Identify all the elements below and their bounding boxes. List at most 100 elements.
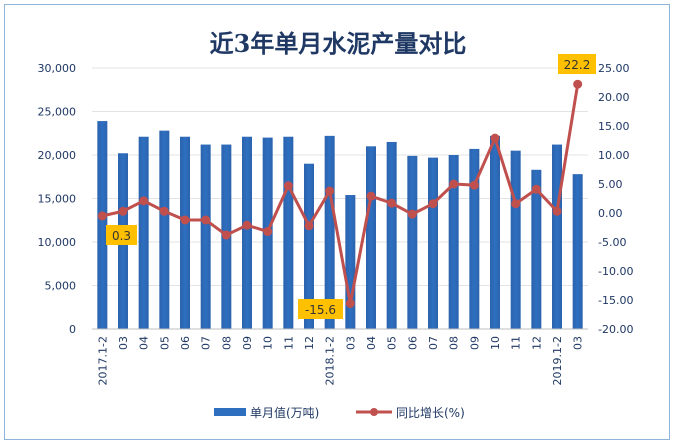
x-axis-tick: 05 bbox=[386, 336, 399, 350]
bar bbox=[552, 144, 562, 329]
growth-point bbox=[263, 227, 273, 237]
left-axis-tick: 25,000 bbox=[38, 106, 77, 119]
bar bbox=[345, 195, 356, 329]
bar bbox=[531, 169, 542, 329]
bar bbox=[490, 135, 500, 329]
x-axis-tick: 03 bbox=[344, 336, 357, 350]
x-axis-tick: 12 bbox=[530, 336, 543, 350]
data-label: 0.3 bbox=[112, 229, 131, 243]
x-axis-tick: 05 bbox=[158, 336, 171, 350]
bar bbox=[572, 174, 583, 329]
x-axis-tick: 06 bbox=[406, 336, 419, 350]
x-axis-tick: 08 bbox=[448, 336, 461, 350]
left-axis-tick: 20,000 bbox=[38, 149, 77, 162]
data-label: 22.2 bbox=[564, 58, 591, 72]
left-axis-tick: 10,000 bbox=[38, 236, 77, 249]
right-axis-tick: 5.00 bbox=[598, 178, 623, 191]
growth-point bbox=[511, 199, 521, 209]
x-axis-tick: 11 bbox=[510, 336, 523, 350]
growth-point bbox=[283, 181, 293, 191]
x-axis-tick: 03 bbox=[117, 336, 130, 350]
bar bbox=[324, 135, 335, 329]
growth-point bbox=[159, 206, 169, 216]
right-axis-tick: 15.00 bbox=[598, 120, 630, 133]
right-axis-tick: 0.00 bbox=[598, 207, 623, 220]
right-axis-tick: -15.00 bbox=[598, 294, 633, 307]
growth-point bbox=[531, 184, 541, 194]
growth-point bbox=[139, 196, 149, 206]
chart-title: 近3年单月水泥产量对比 bbox=[209, 29, 467, 58]
x-axis-tick: 07 bbox=[200, 336, 213, 350]
growth-point bbox=[201, 215, 211, 225]
bar bbox=[448, 155, 459, 329]
right-axis-tick: 25.00 bbox=[598, 62, 630, 75]
right-axis-tick: 20.00 bbox=[598, 91, 630, 104]
growth-point bbox=[387, 198, 397, 208]
x-axis-tick: 08 bbox=[220, 336, 233, 350]
growth-point bbox=[97, 211, 107, 221]
bar bbox=[386, 141, 397, 329]
x-axis-tick: 12 bbox=[303, 336, 316, 350]
bar bbox=[242, 136, 252, 329]
growth-point bbox=[304, 221, 314, 231]
bar bbox=[159, 130, 170, 329]
data-label-box bbox=[298, 299, 343, 319]
x-axis-tick: 10 bbox=[262, 336, 275, 350]
legend-line-label: 同比增长(%) bbox=[396, 406, 465, 420]
right-axis-tick: 10.00 bbox=[598, 149, 630, 162]
growth-point bbox=[490, 133, 500, 143]
bar bbox=[138, 136, 149, 329]
x-axis-tick: 07 bbox=[427, 336, 440, 350]
growth-point bbox=[407, 209, 417, 219]
growth-point bbox=[325, 186, 335, 196]
legend-bar-label: 单月值(万吨) bbox=[250, 405, 319, 420]
growth-point bbox=[469, 180, 479, 190]
growth-point bbox=[118, 206, 128, 216]
left-axis-tick: 0 bbox=[69, 323, 76, 336]
x-axis-tick: 2018.1-2 bbox=[324, 336, 337, 385]
x-axis-tick: 06 bbox=[179, 336, 192, 350]
data-label-box bbox=[106, 225, 137, 245]
x-axis-tick: 09 bbox=[241, 336, 254, 350]
x-axis-tick: 04 bbox=[138, 336, 151, 350]
bar bbox=[180, 136, 190, 329]
x-axis-tick: 10 bbox=[489, 336, 502, 350]
data-label-box bbox=[558, 54, 596, 74]
growth-point bbox=[552, 206, 562, 216]
left-axis-tick: 30,000 bbox=[38, 62, 77, 75]
left-axis-tick: 15,000 bbox=[38, 193, 77, 206]
growth-point bbox=[180, 215, 190, 225]
x-axis-tick: 2019.1-2 bbox=[551, 336, 564, 385]
bar bbox=[304, 163, 314, 329]
growth-point bbox=[366, 191, 376, 201]
growth-point bbox=[573, 79, 583, 89]
right-axis-tick: -10.00 bbox=[598, 265, 633, 278]
legend-bar-swatch bbox=[214, 408, 246, 416]
bar bbox=[510, 150, 521, 329]
left-axis-tick: 5,000 bbox=[45, 280, 77, 293]
x-axis-tick: 03 bbox=[572, 336, 585, 350]
x-axis-tick: 11 bbox=[282, 336, 295, 350]
growth-point bbox=[242, 220, 252, 230]
bar bbox=[428, 157, 438, 329]
right-axis-tick: -20.00 bbox=[598, 323, 633, 336]
growth-point bbox=[428, 199, 438, 209]
growth-point bbox=[221, 230, 231, 240]
growth-point bbox=[449, 179, 459, 189]
bar bbox=[366, 146, 376, 329]
bar bbox=[283, 136, 294, 329]
bar bbox=[97, 121, 108, 329]
growth-line bbox=[102, 83, 580, 305]
growth-point bbox=[345, 298, 355, 308]
data-label: -15.6 bbox=[305, 303, 336, 317]
x-axis-tick: 04 bbox=[365, 336, 378, 350]
legend-line-marker bbox=[370, 408, 378, 416]
right-axis-tick: -5.00 bbox=[598, 236, 626, 249]
x-axis-tick: 09 bbox=[468, 336, 481, 350]
x-axis-tick: 2017.1-2 bbox=[96, 336, 109, 385]
bar bbox=[407, 155, 418, 329]
bar bbox=[200, 144, 211, 329]
bar bbox=[469, 148, 480, 329]
